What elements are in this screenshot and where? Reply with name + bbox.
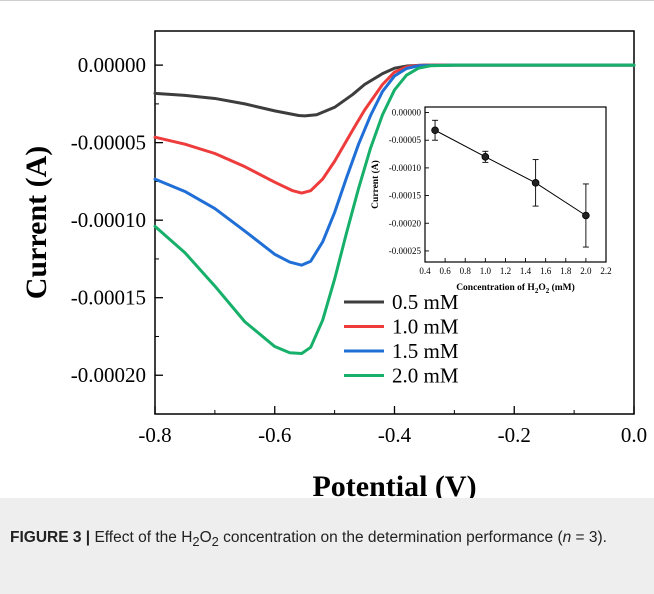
legend-label: 2.0 mM <box>392 364 459 388</box>
inset-y-tick-label: -0.00020 <box>389 218 422 228</box>
x-tick-label: -0.8 <box>138 423 171 447</box>
y-tick-label: -0.00015 <box>71 286 146 310</box>
y-axis-label: Current (A) <box>20 146 53 300</box>
caption-text-4: = 3). <box>571 529 607 546</box>
x-tick-label: -0.6 <box>258 423 291 447</box>
caption-sub-1: 2 <box>192 534 200 550</box>
inset-x-label-part: O <box>538 283 545 293</box>
legend-label: 1.5 mM <box>392 339 459 363</box>
inset-x-label-part: 2 <box>546 287 550 295</box>
inset-x-tick-label: 1.4 <box>520 266 532 276</box>
inset-x-tick-label: 2.2 <box>600 266 611 276</box>
inset-x-label-part: (mM) <box>549 282 575 293</box>
figure-label: FIGURE 3 | <box>10 529 91 546</box>
figure-caption: FIGURE 3 | Effect of the H2O2 concentrat… <box>10 526 644 553</box>
inset-series-line <box>434 129 587 216</box>
inset-x-label-part: Concentration of H <box>456 283 535 293</box>
inset-y-tick-label: -0.00025 <box>389 246 422 256</box>
inset-x-tick-label: 1.8 <box>560 266 572 276</box>
inset-x-axis-label: Concentration of H2O2 (mM) <box>456 282 575 295</box>
inset-data-point <box>531 179 540 187</box>
caption-background <box>0 498 654 594</box>
inset-x-tick-label: 0.8 <box>460 266 472 276</box>
y-tick-label: -0.00010 <box>71 208 146 232</box>
main-chart: -0.8 -0.6 -0.4 -0.2 0.0 0.00000 -0.00005 -0.000… <box>20 30 647 500</box>
inset-x-tick-label: 1.2 <box>500 266 511 276</box>
inset-frame <box>424 106 607 263</box>
series-line-4 <box>153 63 636 356</box>
caption-text-2: O <box>199 529 212 546</box>
inset-x-label-part: 2 <box>535 287 539 295</box>
inset-y-tick-label: -0.00005 <box>389 135 422 145</box>
legend-label: 1.0 mM <box>392 315 459 339</box>
legend-label: 0.5 mM <box>392 290 459 314</box>
x-tick-label: -0.2 <box>498 423 531 447</box>
caption-text-3: concentration on the determination perfo… <box>218 529 563 546</box>
inset-y-tick-label: 0.00000 <box>392 108 422 118</box>
inset-y-tick-label: -0.00015 <box>389 191 422 201</box>
caption-sub-2: 2 <box>211 534 219 550</box>
y-tick-label: -0.00020 <box>71 363 146 387</box>
inset-x-tick-label: 1.6 <box>540 266 552 276</box>
caption-text-1: Effect of the H <box>90 529 193 546</box>
caption-n-var: n <box>562 529 572 546</box>
x-tick-label: 0.0 <box>621 423 647 447</box>
y-tick-label: -0.00005 <box>71 131 146 155</box>
legend: 0.5 mM1.0 mM1.5 mM2.0 mM <box>344 290 459 388</box>
x-tick-label: -0.4 <box>378 423 412 447</box>
inset-x-tick-label: 1.0 <box>480 266 492 276</box>
inset-x-tick-label: 0.6 <box>439 266 451 276</box>
inset-y-tick-label: -0.00010 <box>389 163 422 173</box>
inset-y-axis-label: Current (A) <box>370 160 381 209</box>
inset-x-tick-label: 2.0 <box>580 266 592 276</box>
y-tick-label: 0.00000 <box>78 53 146 77</box>
inset-data-point <box>582 211 590 220</box>
inset-chart: 0.4 0.6 0.8 1.0 1.2 1.4 1.6 1.8 2.0 2.2 0.00000 -0.… <box>370 106 612 295</box>
inset-x-tick-label: 0.4 <box>419 266 431 276</box>
inset-data-point <box>481 153 490 161</box>
top-divider <box>0 0 654 1</box>
x-axis-label: Potential (V) <box>312 470 476 500</box>
inset-data-point <box>431 126 439 135</box>
